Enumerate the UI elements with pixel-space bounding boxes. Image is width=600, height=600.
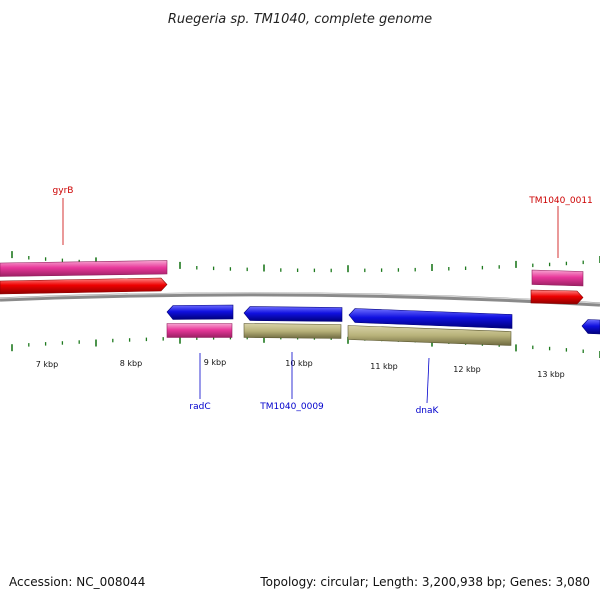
gene-feature-tm1040-0009-olive[interactable] [243, 323, 342, 339]
scale-label-9kbp: 9 kbp [204, 358, 226, 367]
leader-dnak [426, 357, 430, 404]
gene-label-tm1040-0009[interactable]: TM1040_0009 [259, 402, 324, 412]
scale-label-13kbp: 13 kbp [537, 370, 565, 379]
gene-feature-radc-magenta[interactable] [166, 323, 233, 338]
gene-feature-radc-arrow[interactable] [166, 304, 234, 320]
upper-tick-marks [11, 251, 600, 273]
forward-strand-features [0, 260, 584, 305]
genome-backbone-highlight [0, 292, 600, 304]
scale-label-8kbp: 8 kbp [120, 359, 142, 368]
gene-label-dnak[interactable]: dnaK [416, 406, 440, 416]
gene-label-tm1040-0011[interactable]: TM1040_0011 [528, 196, 593, 206]
accession-text: Accession: NC_008044 [9, 575, 145, 589]
gene-feature-partial-arrow[interactable] [581, 319, 600, 335]
gene-label-leaders [62, 198, 559, 404]
gene-label-gyrb[interactable]: gyrB [53, 186, 74, 196]
gene-labels: gyrB TM1040_0011 radC TM1040_0009 dnaK [53, 186, 593, 416]
reverse-strand-features [166, 304, 600, 346]
gene-feature-tm1040-0011-red-arrow[interactable] [530, 289, 584, 305]
scale-label-7kbp: 7 kbp [36, 360, 58, 369]
gene-feature-dnak-arrow[interactable] [348, 308, 513, 329]
gene-feature-dnak-olive[interactable] [347, 325, 512, 346]
gene-label-radc[interactable]: radC [189, 402, 210, 412]
genome-backbone [0, 292, 600, 307]
gene-feature-tm1040-0009-arrow[interactable] [243, 306, 343, 322]
scale-label-11kbp: 11 kbp [370, 362, 398, 371]
gene-feature-gyrb-magenta[interactable] [0, 260, 168, 277]
lower-tick-marks [11, 335, 600, 358]
scale-labels: 7 kbp 8 kbp 9 kbp 10 kbp 11 kbp 12 kbp 1… [36, 358, 565, 379]
scale-label-12kbp: 12 kbp [453, 365, 481, 374]
genome-summary-text: Topology: circular; Length: 3,200,938 bp… [259, 575, 590, 589]
map-title: Ruegeria sp. TM1040, complete genome [168, 12, 432, 27]
scale-label-10kbp: 10 kbp [285, 359, 313, 368]
gene-feature-gyrb-red-arrow[interactable] [0, 277, 168, 295]
gene-feature-tm1040-0011-magenta[interactable] [531, 269, 584, 287]
